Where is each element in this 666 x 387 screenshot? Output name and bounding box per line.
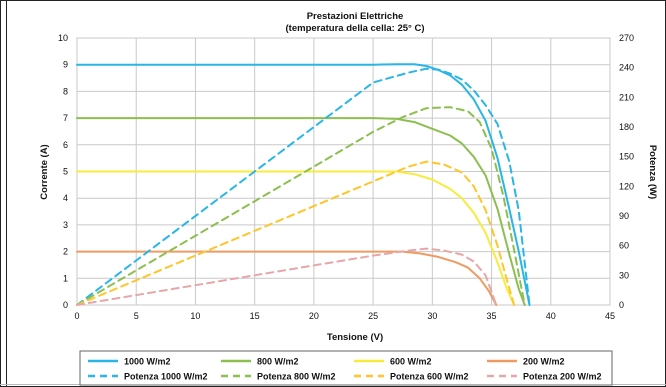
y2-tick-label: 120 [619,181,634,191]
y-tick-label: 2 [63,247,68,257]
y-tick-label: 0 [63,300,68,310]
y2-tick-label: 0 [619,300,624,310]
y-tick-label: 6 [63,140,68,150]
x-tick-label: 25 [368,311,378,321]
y-tick-label: 3 [63,220,68,230]
left-border-line [6,0,7,387]
legend-label: Potenza 600 W/m2 [390,372,469,382]
y2-tick-label: 210 [619,92,634,102]
legend-label: Potenza 800 W/m2 [257,372,336,382]
legend-label: 600 W/m2 [390,357,432,367]
x-tick-label: 45 [605,311,615,321]
series-line-2 [76,170,516,306]
y2-tick-label: 240 [619,63,634,73]
y-axis-title: Corrente (A) [39,144,50,199]
y2-tick-label: 150 [619,152,634,162]
x-axis-title: Tensione (V) [327,332,383,343]
y2-tick-label: 180 [619,122,634,132]
x-tick-label: 20 [309,311,319,321]
series-line-4 [76,67,531,306]
series-line-1 [76,117,526,306]
x-tick-label: 15 [250,311,260,321]
y-tick-label: 8 [63,86,68,96]
y-tick-label: 5 [63,167,68,177]
legend-box [79,350,613,386]
x-tick-label: 35 [487,311,497,321]
legend-label: Potenza 200 W/m2 [523,372,602,382]
x-tick-label: 30 [427,311,437,321]
y-tick-label: 7 [63,113,68,123]
y-tick-label: 10 [58,33,68,43]
legend-label: 1000 W/m2 [124,357,171,367]
x-tick-label: 0 [74,311,79,321]
series-line-6 [76,160,516,306]
y2-tick-label: 270 [619,33,634,43]
x-tick-label: 10 [190,311,200,321]
y-tick-label: 9 [63,60,68,70]
y-tick-label: 1 [63,273,68,283]
y2-tick-label: 60 [619,241,629,251]
series-line-5 [76,106,526,306]
legend-label: 800 W/m2 [257,357,299,367]
series-line-7 [76,247,498,306]
series-line-0 [76,63,531,306]
legend-label: 200 W/m2 [523,357,565,367]
y2-tick-label: 90 [619,211,629,221]
x-tick-label: 40 [546,311,556,321]
y2-tick-label: 30 [619,270,629,280]
y-tick-label: 4 [63,193,68,203]
chart-title: Prestazioni Elettriche [307,11,404,22]
chart-subtitle: (temperatura della cella: 25° C) [286,23,425,34]
y2-axis-title: Potenza (W) [647,145,658,199]
x-tick-label: 5 [134,311,139,321]
legend-label: Potenza 1000 W/m2 [124,372,208,382]
